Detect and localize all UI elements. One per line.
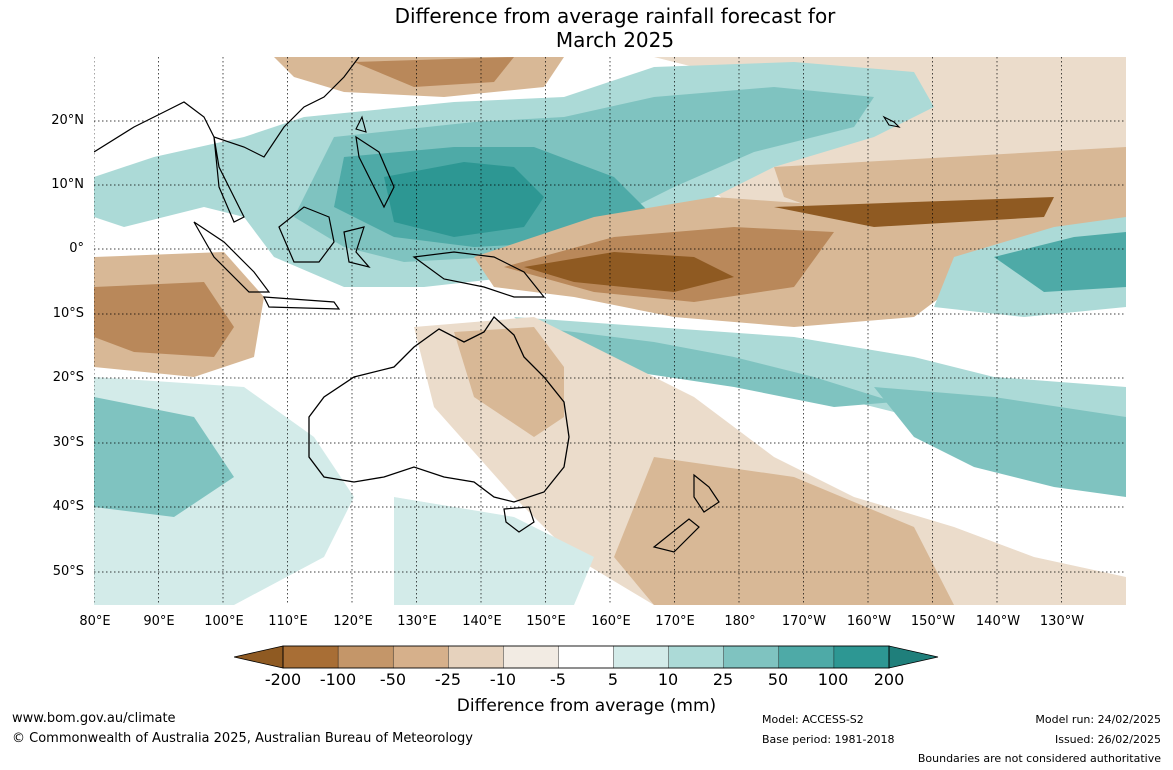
boundaries-disclaimer: Boundaries are not considered authoritat… [917, 752, 1161, 765]
colorbar-segment [337, 645, 394, 669]
lon-label-150w: 150°W [910, 614, 956, 629]
colorbar-tick: -10 [489, 670, 517, 689]
issued-date: Issued: 26/02/2025 [1054, 733, 1161, 746]
coastline-java [262, 296, 341, 310]
colorbar-outline [282, 645, 890, 669]
colorbar-tick: 5 [607, 670, 619, 689]
colorbar-tick: -100 [319, 670, 357, 689]
colorbar-segment [723, 645, 780, 669]
rainfall-anomaly-map [94, 57, 1126, 605]
coastline-sumatra [193, 221, 271, 293]
map-title: Difference from average rainfall forecas… [0, 4, 1173, 52]
coastline-taiwan [355, 115, 367, 133]
model-run-date: Model run: 24/02/2025 [1035, 713, 1161, 726]
anomaly-drier-indian-ocean-2 [94, 282, 234, 357]
lon-label-160e: 160°E [591, 614, 631, 629]
lon-label-80e: 80°E [79, 614, 111, 629]
colorbar-segment [448, 645, 505, 669]
base-period: Base period: 1981-2018 [762, 733, 895, 746]
anomaly-wetter-southern-ocean [874, 387, 1126, 497]
coastline-malay-peninsula [213, 136, 245, 223]
lat-label-0: 0° [69, 241, 84, 256]
colorbar [234, 645, 939, 669]
anomaly-drier-equatorial-pacific-3 [524, 252, 734, 292]
anomaly-wetter-west-pacific-4 [384, 162, 544, 237]
colorbar-label: Difference from average (mm) [456, 696, 717, 716]
lat-label-20n: 20°N [51, 113, 84, 128]
lon-label-170e: 170°E [655, 614, 695, 629]
coastline-tasmania [503, 506, 535, 533]
website-link[interactable]: www.bom.gov.au/climate [12, 711, 176, 726]
lon-label-140e: 140°E [462, 614, 502, 629]
lon-label-160w: 160°W [846, 614, 892, 629]
anomaly-drier-tasman [614, 457, 954, 605]
lon-label-140w: 140°W [975, 614, 1021, 629]
colorbar-segment [778, 645, 835, 669]
coastline-new-zealand-south [652, 518, 700, 553]
graticule [94, 57, 1126, 605]
title-line-2: March 2025 [555, 28, 675, 52]
colorbar-segment [668, 645, 725, 669]
colorbar-tick: 25 [712, 670, 734, 689]
lat-label-40s: 40°S [52, 499, 84, 514]
colorbar-segment [392, 645, 449, 669]
colorbar-tick: -200 [264, 670, 302, 689]
lat-label-30s: 30°S [52, 435, 84, 450]
colorbar-high-extend [888, 645, 939, 669]
anomaly-drier-equatorial-band [774, 197, 1054, 227]
model-name: Model: ACCESS-S2 [762, 713, 864, 726]
coastline-sulawesi [343, 226, 371, 269]
colorbar-tick: 10 [657, 670, 679, 689]
colorbar-low-extend [234, 645, 284, 669]
colorbar-tick: -25 [434, 670, 462, 689]
coastline-new-guinea [412, 251, 546, 298]
lat-label-20s: 20°S [52, 370, 84, 385]
anomaly-drier-queensland [454, 327, 564, 437]
lon-label-130e: 130°E [397, 614, 437, 629]
colorbar-segment [282, 645, 339, 669]
colorbar-segment [503, 645, 560, 669]
lon-label-180: 180° [724, 614, 756, 629]
coastline-philippines [355, 135, 395, 209]
coastline-asia-mainland [94, 57, 360, 158]
anomaly-wetter-south-indian-2 [94, 397, 234, 517]
lon-label-100e: 100°E [204, 614, 244, 629]
lat-label-50s: 50°S [52, 564, 84, 579]
coastline-hawaii [882, 115, 901, 128]
colorbar-tick: 50 [767, 670, 789, 689]
colorbar-tick: 200 [873, 670, 905, 689]
lon-label-170w: 170°W [781, 614, 827, 629]
anomaly-wetter-spcz-2 [534, 327, 894, 407]
copyright-notice: © Commonwealth of Australia 2025, Austra… [12, 731, 473, 746]
lon-label-110e: 110°E [268, 614, 308, 629]
colorbar-segments [282, 645, 890, 669]
anomaly-drier-australia [414, 317, 1126, 605]
colorbar-tick: 100 [817, 670, 849, 689]
anomaly-wetter-east-equatorial-2 [994, 232, 1126, 292]
lat-label-10n: 10°N [51, 177, 84, 192]
lat-label-10s: 10°S [52, 306, 84, 321]
lon-label-120e: 120°E [333, 614, 373, 629]
colorbar-segment [833, 645, 890, 669]
lon-label-150e: 150°E [526, 614, 566, 629]
lon-label-90e: 90°E [143, 614, 175, 629]
coastline-australia [308, 316, 570, 503]
anomaly-wetter-southern-ocean-2 [394, 497, 594, 605]
anomaly-drier-north-asia-2 [354, 57, 514, 87]
colorbar-segment [613, 645, 670, 669]
colorbar-tick: -50 [379, 670, 407, 689]
colorbar-segment [558, 645, 615, 669]
title-line-1: Difference from average rainfall forecas… [394, 4, 836, 28]
lon-label-130w: 130°W [1039, 614, 1085, 629]
coastline-borneo [278, 206, 335, 263]
colorbar-tick: -5 [550, 670, 566, 689]
